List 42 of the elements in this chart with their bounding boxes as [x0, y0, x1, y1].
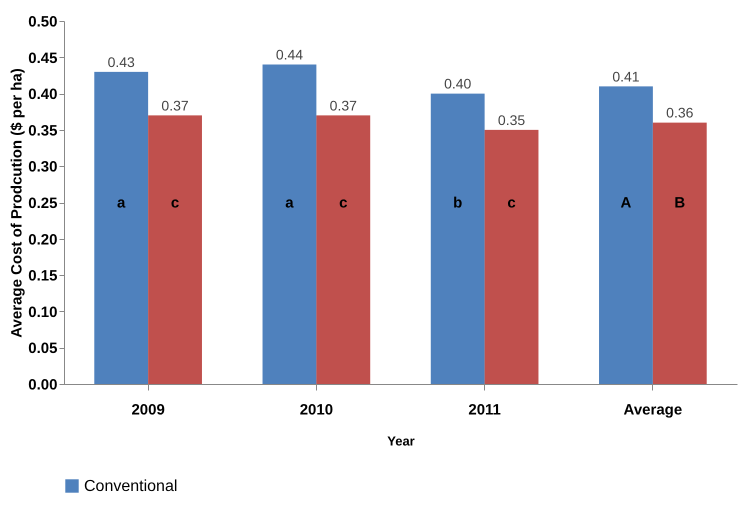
y-tick-label: 0.50 [28, 14, 58, 30]
y-axis-title: Average Cost of Prodcution ($ per ha) [8, 68, 26, 338]
annotation: B [674, 194, 686, 212]
y-tick-label: 0.30 [28, 158, 58, 176]
legend-label: Conventional [84, 478, 178, 495]
data-label: 0.36 [666, 104, 694, 121]
annotation: b [453, 194, 462, 212]
x-tick-label: Average [624, 402, 682, 418]
bar [148, 115, 202, 384]
annotation: a [117, 194, 126, 212]
data-label: 0.41 [612, 68, 640, 84]
annotation: c [507, 194, 516, 212]
y-tick-label: 0.10 [28, 304, 58, 321]
y-tick-label: 0.05 [28, 340, 58, 358]
annotation: c [170, 194, 180, 212]
bar [599, 86, 653, 384]
y-tick-label: 0.15 [28, 268, 58, 285]
bar [652, 122, 707, 384]
x-tick-label: 2011 [468, 402, 501, 418]
x-tick-label: 2009 [131, 402, 165, 418]
y-tick-label: 0.40 [28, 86, 58, 104]
x-axis-title: Year [387, 434, 415, 448]
bar [316, 115, 370, 384]
annotation: A [620, 194, 632, 212]
y-tick-label: 0.35 [28, 122, 58, 140]
bar [262, 64, 316, 384]
bar [484, 130, 538, 384]
bar [94, 72, 148, 384]
data-label: 0.43 [108, 54, 136, 70]
y-tick-label: 0.20 [28, 231, 58, 248]
annotation: a [285, 194, 294, 212]
data-label: 0.35 [498, 112, 526, 128]
x-tick-label: 2010 [300, 402, 334, 418]
y-tick-label: 0.45 [28, 50, 58, 67]
annotation: c [339, 194, 348, 212]
data-label: 0.44 [276, 46, 304, 63]
y-tick-label: 0.00 [28, 376, 58, 394]
data-label: 0.37 [330, 97, 358, 114]
bar [430, 94, 485, 384]
data-label: 0.37 [161, 97, 189, 114]
data-label: 0.40 [444, 76, 472, 92]
y-tick-label: 0.25 [28, 195, 58, 212]
